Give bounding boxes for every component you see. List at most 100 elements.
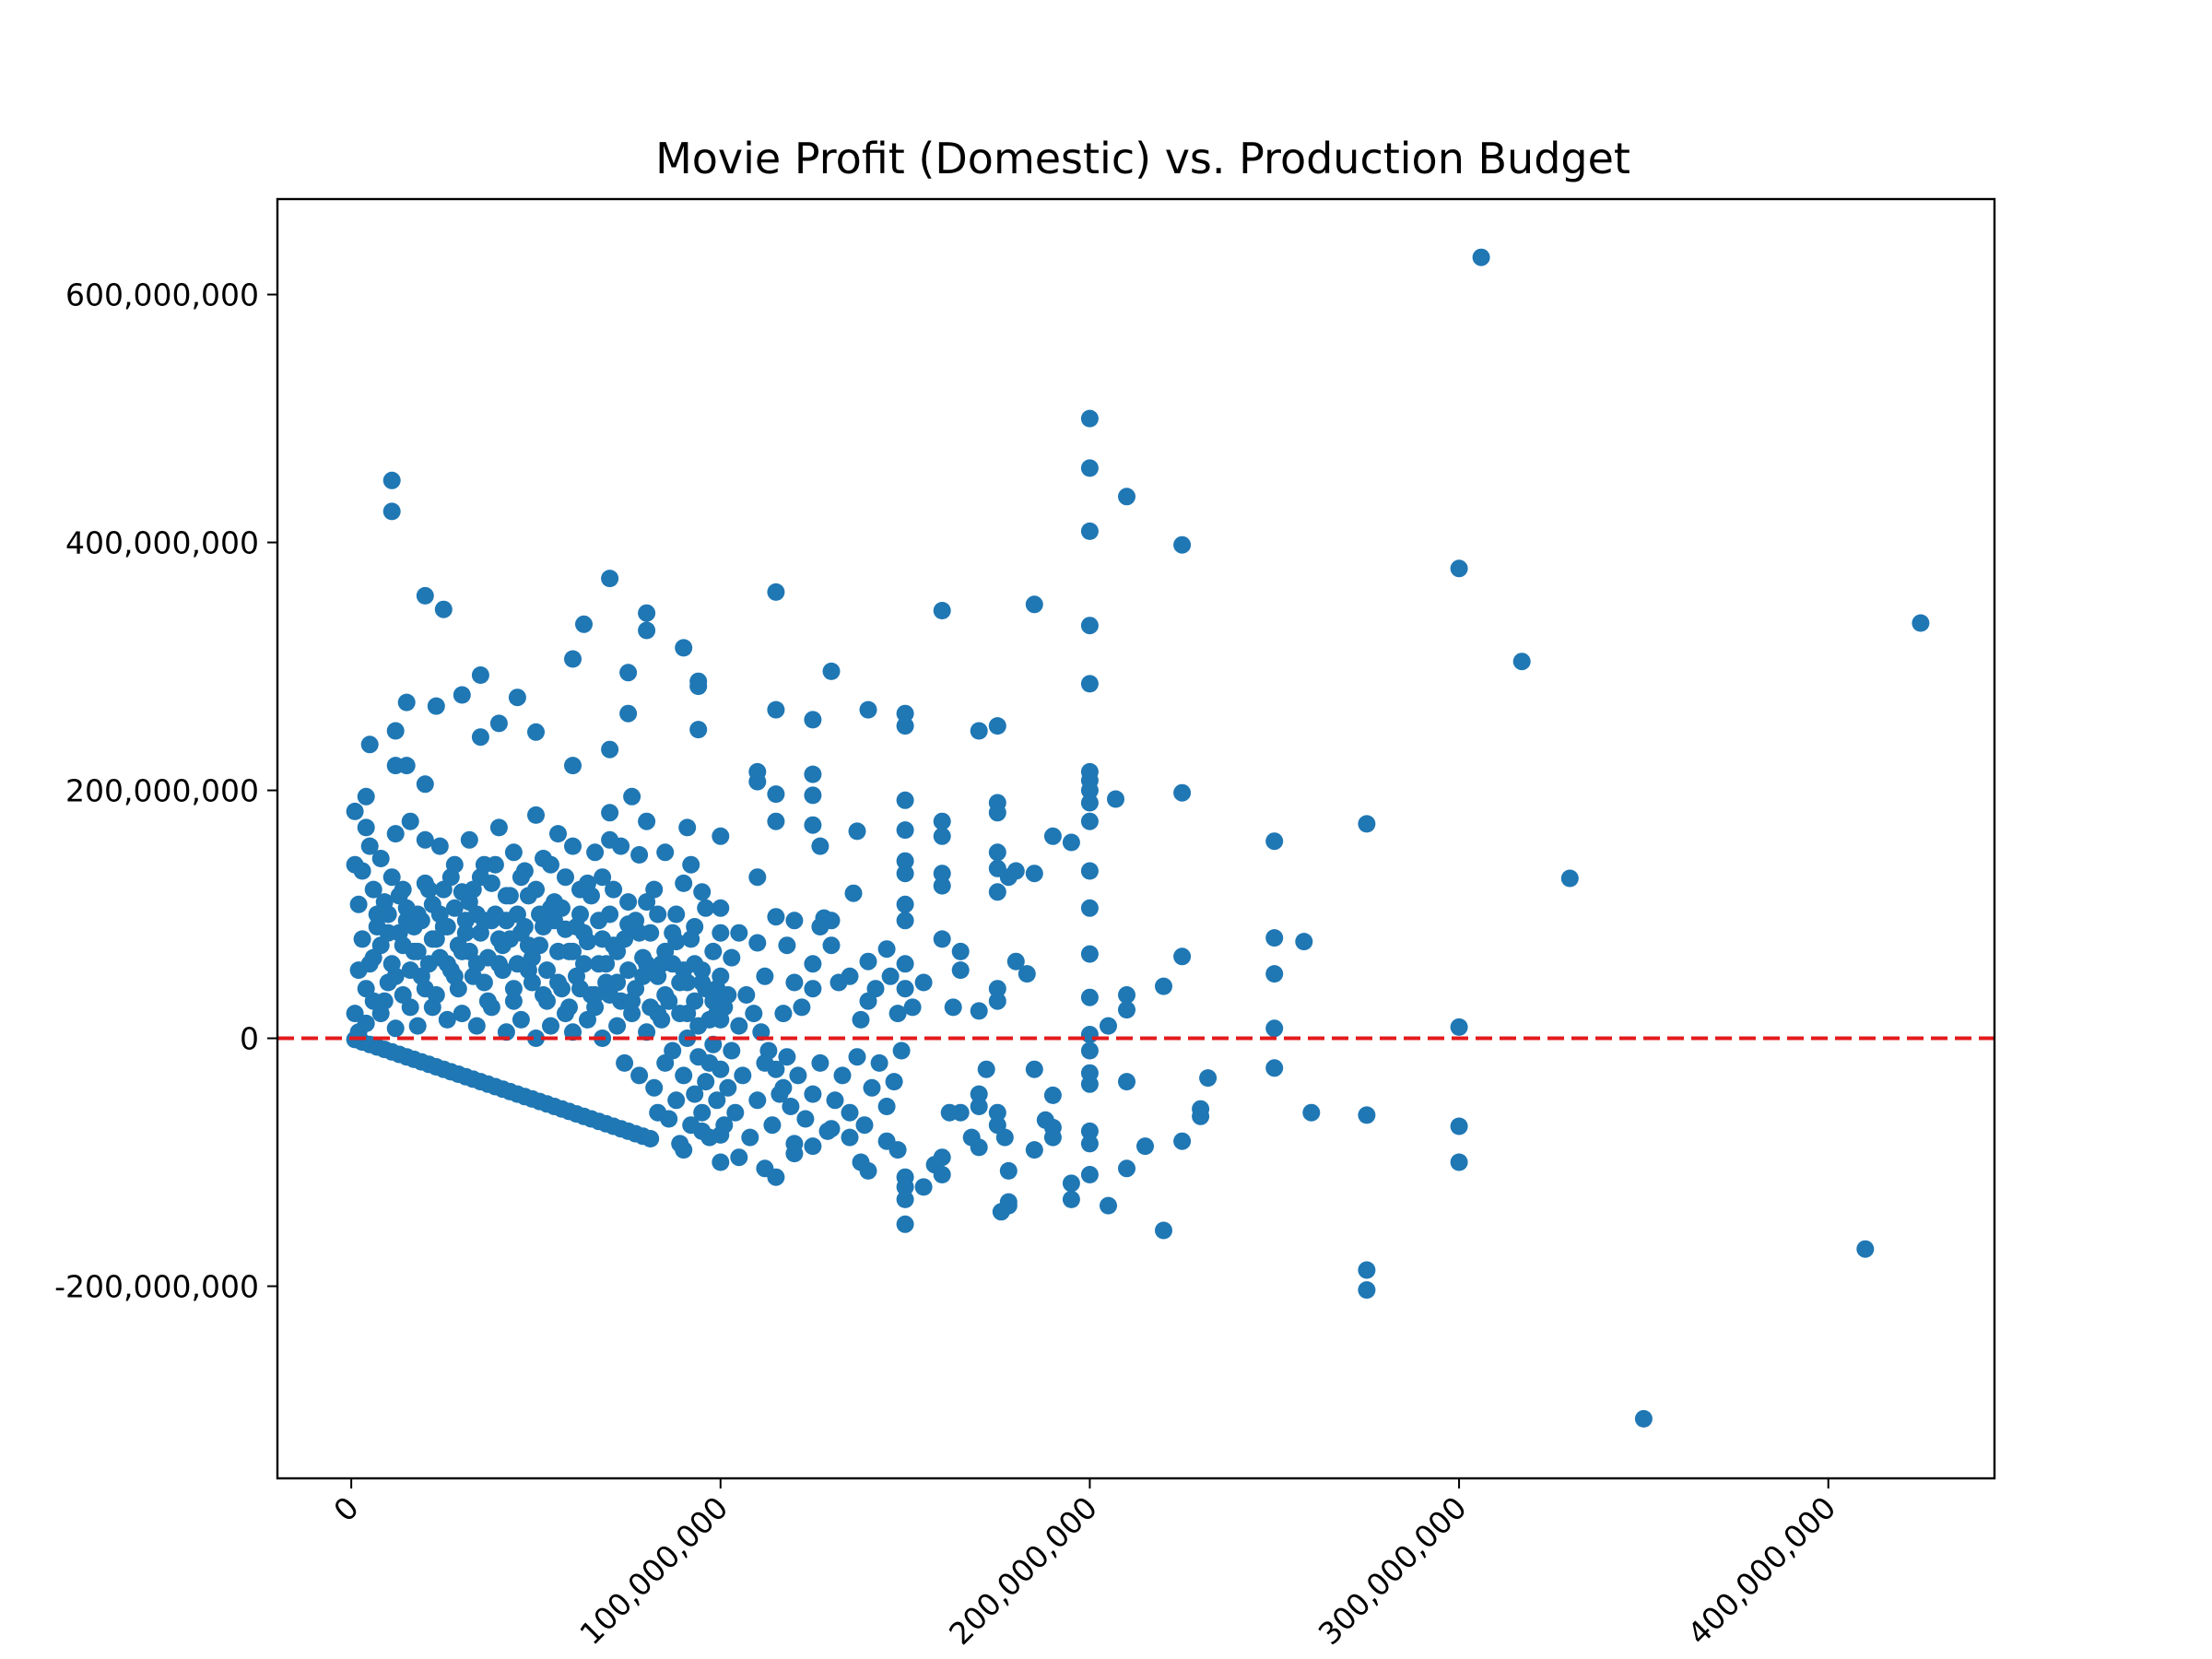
data-point-75: [1043, 827, 1062, 845]
data-point-457: [771, 1085, 789, 1103]
data-point-449: [719, 1078, 737, 1097]
data-point-130: [1450, 1153, 1468, 1171]
data-point-223: [712, 924, 730, 942]
data-point-23: [601, 804, 619, 822]
data-point-345: [877, 1098, 896, 1115]
data-point-522: [478, 992, 497, 1010]
data-point-391: [504, 992, 523, 1010]
data-point-31: [689, 677, 708, 696]
data-point-43: [804, 711, 822, 729]
data-point-173: [841, 1128, 859, 1147]
data-point-497: [704, 942, 723, 960]
data-point-107: [1118, 1073, 1135, 1091]
data-point-336: [811, 1053, 830, 1072]
data-point-343: [863, 1078, 881, 1097]
data-point-332: [782, 1098, 800, 1115]
data-point-22: [564, 757, 582, 775]
data-point-55: [811, 837, 830, 855]
data-point-556: [689, 1017, 708, 1035]
data-point-524: [493, 936, 512, 955]
data-point-191: [914, 973, 933, 992]
data-point-446: [708, 1091, 726, 1110]
data-point-95: [1080, 1135, 1099, 1153]
data-point-9: [397, 757, 416, 775]
data-point-194: [896, 912, 914, 930]
data-point-1: [382, 502, 401, 521]
data-point-409: [571, 980, 589, 998]
data-point-334: [796, 1110, 815, 1128]
data-point-17: [527, 723, 545, 741]
data-point-229: [682, 855, 700, 874]
data-point-421: [616, 1053, 634, 1072]
data-point-143: [1025, 1060, 1043, 1078]
data-point-235: [630, 846, 649, 864]
data-point-150: [999, 1161, 1018, 1180]
data-point-535: [560, 998, 578, 1017]
data-point-29: [675, 639, 693, 657]
data-point-240: [586, 843, 605, 862]
data-point-470: [453, 942, 471, 960]
data-point-499: [346, 1005, 364, 1023]
data-point-63: [933, 877, 951, 895]
data-point-425: [630, 1066, 649, 1085]
data-point-15: [489, 714, 508, 733]
data-point-553: [671, 973, 689, 992]
data-point-178: [756, 1159, 774, 1178]
data-point-57: [848, 822, 866, 841]
data-point-109: [1118, 1159, 1135, 1178]
data-point-359: [386, 1019, 405, 1038]
data-point-126: [1358, 1281, 1376, 1300]
data-point-138: [1062, 1190, 1080, 1208]
data-point-4: [397, 693, 416, 712]
data-point-72: [1006, 862, 1025, 880]
data-point-14: [471, 666, 489, 684]
data-point-481: [557, 868, 574, 887]
data-point-7: [360, 735, 379, 754]
data-point-555: [686, 955, 704, 973]
data-point-87: [1080, 899, 1099, 917]
data-point-209: [804, 955, 822, 973]
data-point-100: [1173, 535, 1192, 554]
data-point-33: [623, 787, 641, 806]
data-point-108: [1136, 1137, 1154, 1156]
data-point-133: [1560, 869, 1579, 888]
data-point-548: [641, 924, 660, 942]
data-point-508: [394, 936, 412, 955]
data-point-251: [504, 843, 523, 862]
data-point-517: [449, 980, 467, 998]
data-point-532: [542, 855, 559, 874]
data-point-137: [1062, 1174, 1080, 1193]
data-point-538: [579, 874, 596, 892]
data-point-442: [693, 1103, 712, 1122]
data-point-186: [970, 1002, 988, 1020]
data-point-103: [1155, 977, 1172, 995]
data-point-452: [734, 1066, 752, 1085]
data-point-558: [700, 1053, 719, 1072]
data-point-84: [1080, 794, 1099, 812]
data-point-525: [500, 887, 519, 905]
data-point-413: [586, 998, 605, 1017]
data-point-106: [1118, 1001, 1135, 1019]
data-point-158: [962, 1128, 981, 1147]
data-point-253: [489, 818, 508, 837]
y-axis: -200,000,000 0 200,000,000 400,000,000 600,0…: [54, 277, 277, 1305]
data-point-36: [712, 827, 730, 845]
data-point-502: [357, 980, 375, 998]
data-point-444: [700, 1128, 719, 1147]
data-point-514: [430, 905, 449, 924]
data-point-73: [1025, 865, 1043, 883]
data-point-5: [427, 697, 445, 715]
data-point-537: [575, 955, 593, 973]
data-point-39: [767, 582, 785, 601]
data-point-192: [903, 998, 922, 1017]
data-point-188: [951, 961, 970, 980]
data-point-189: [944, 998, 962, 1017]
data-point-149: [992, 1203, 1010, 1221]
data-point-217: [756, 967, 774, 985]
data-point-501: [353, 930, 371, 948]
data-point-97: [1080, 782, 1099, 799]
data-point-433: [660, 1110, 678, 1128]
data-point-77: [1080, 409, 1099, 428]
data-point-212: [785, 912, 804, 930]
